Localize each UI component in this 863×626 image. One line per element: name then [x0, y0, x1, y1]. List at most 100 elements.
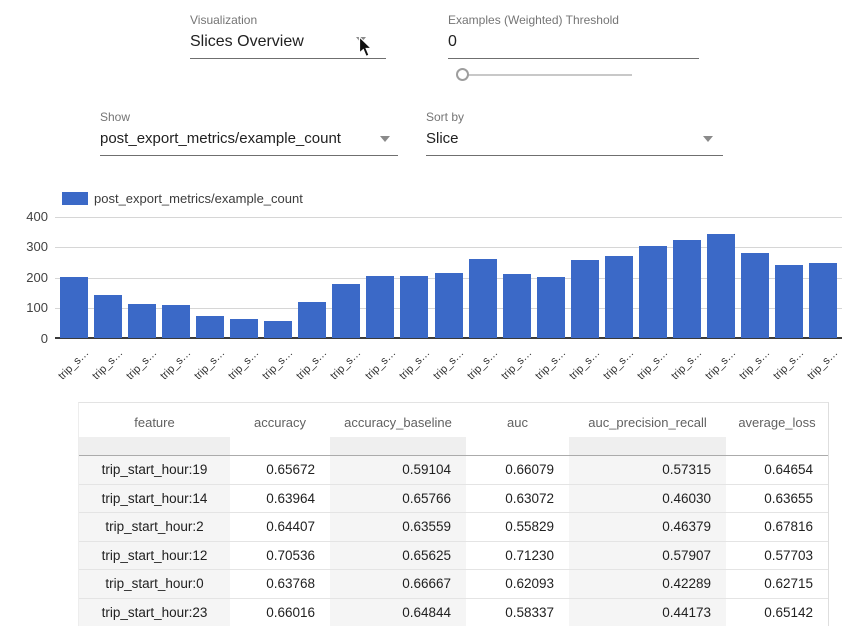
bar-slice-16[interactable]: [605, 256, 633, 339]
table-row: trip_start_hour:00.637680.666670.620930.…: [79, 570, 828, 599]
bar-slice-1[interactable]: [94, 295, 122, 338]
x-axis-tick-label: trip_s…: [56, 347, 91, 382]
y-axis-tick-label: 100: [14, 300, 48, 315]
bar-slice-9[interactable]: [366, 276, 394, 338]
x-axis-tick-label: trip_s…: [158, 347, 193, 382]
metric-cell: 0.58337: [466, 599, 569, 626]
feature-cell: trip_start_hour:12: [79, 542, 230, 570]
bar-slice-21[interactable]: [775, 265, 803, 339]
metric-cell: 0.44173: [569, 599, 726, 626]
x-axis-tick-label: trip_s…: [771, 347, 806, 382]
bar-slice-5[interactable]: [230, 319, 258, 338]
x-axis-tick-label: trip_s…: [329, 347, 364, 382]
x-axis-tick-label: trip_s…: [431, 347, 466, 382]
x-axis-tick-label: trip_s…: [397, 347, 432, 382]
x-axis-tick-label: trip_s…: [805, 347, 840, 382]
bar-slice-6[interactable]: [264, 321, 292, 338]
column-header-feature[interactable]: feature: [79, 403, 230, 437]
bar-slice-19[interactable]: [707, 234, 735, 339]
threshold-field: Examples (Weighted) Threshold 0: [448, 13, 699, 59]
table-row: trip_start_hour:190.656720.591040.660790…: [79, 456, 828, 485]
bar-slice-3[interactable]: [162, 305, 190, 338]
x-axis-tick-label: trip_s…: [260, 347, 295, 382]
metric-cell: 0.62715: [726, 570, 828, 598]
metric-cell: 0.57703: [726, 542, 828, 570]
bar-slice-7[interactable]: [298, 302, 326, 338]
show-label: Show: [100, 110, 398, 124]
bar-slice-12[interactable]: [469, 259, 497, 339]
bar-slice-18[interactable]: [673, 240, 701, 338]
y-axis-tick-label: 400: [14, 209, 48, 224]
chevron-down-icon[interactable]: [380, 136, 390, 142]
filter-cell: [569, 437, 726, 455]
metric-cell: 0.46379: [569, 513, 726, 541]
column-header-accuracy[interactable]: accuracy: [230, 403, 330, 437]
bar-slice-13[interactable]: [503, 274, 531, 338]
y-axis-tick-label: 300: [14, 239, 48, 254]
y-axis-tick-label: 0: [14, 331, 48, 346]
metrics-table: featureaccuracyaccuracy_baselineaucauc_p…: [78, 402, 829, 626]
sort-by-dropdown[interactable]: Sort by Slice: [426, 110, 723, 156]
visualization-label: Visualization: [190, 13, 386, 27]
bar-slice-15[interactable]: [571, 260, 599, 338]
column-header-average_loss[interactable]: average_loss: [726, 403, 828, 437]
legend-label: post_export_metrics/example_count: [94, 191, 303, 206]
bar-slice-14[interactable]: [537, 277, 565, 338]
visualization-dropdown[interactable]: Visualization Slices Overview: [190, 13, 386, 59]
show-metric-dropdown[interactable]: Show post_export_metrics/example_count: [100, 110, 398, 156]
column-header-auc_precision_recall[interactable]: auc_precision_recall: [569, 403, 726, 437]
metric-cell: 0.67816: [726, 513, 828, 541]
threshold-input[interactable]: 0: [448, 32, 699, 59]
table-filter-row: [79, 437, 828, 456]
bar-slice-2[interactable]: [128, 304, 156, 338]
metric-cell: 0.65672: [230, 456, 330, 484]
metric-cell: 0.55829: [466, 513, 569, 541]
chevron-down-icon[interactable]: [703, 136, 713, 142]
bar-slice-4[interactable]: [196, 316, 224, 338]
y-axis-tick-label: 200: [14, 270, 48, 285]
bar-slice-11[interactable]: [435, 273, 463, 339]
x-axis-tick-label: trip_s…: [567, 347, 602, 382]
metric-cell: 0.57907: [569, 542, 726, 570]
x-axis-tick-label: trip_s…: [124, 347, 159, 382]
x-axis-tick-label: trip_s…: [90, 347, 125, 382]
x-axis-tick-label: trip_s…: [192, 347, 227, 382]
bar-slice-20[interactable]: [741, 253, 769, 339]
x-axis-tick-label: trip_s…: [737, 347, 772, 382]
x-axis-tick-label: trip_s…: [295, 347, 330, 382]
table-row: trip_start_hour:20.644070.635590.558290.…: [79, 513, 828, 542]
legend-swatch: [62, 192, 88, 205]
threshold-slider-track[interactable]: [461, 74, 632, 76]
x-axis-tick-label: trip_s…: [363, 347, 398, 382]
feature-cell: trip_start_hour:19: [79, 456, 230, 484]
metric-cell: 0.42289: [569, 570, 726, 598]
x-axis-tick-label: trip_s…: [465, 347, 500, 382]
table-row: trip_start_hour:120.705360.656250.712300…: [79, 542, 828, 571]
column-header-accuracy_baseline[interactable]: accuracy_baseline: [330, 403, 466, 437]
bar-slice-22[interactable]: [809, 263, 837, 338]
show-value: post_export_metrics/example_count: [100, 129, 398, 156]
gridline: [55, 217, 842, 218]
threshold-slider-handle[interactable]: [456, 68, 469, 81]
filter-cell: [79, 437, 230, 455]
feature-cell: trip_start_hour:0: [79, 570, 230, 598]
sort-by-label: Sort by: [426, 110, 723, 124]
metric-cell: 0.65142: [726, 599, 828, 626]
filter-cell: [466, 437, 569, 455]
metric-cell: 0.59104: [330, 456, 466, 484]
x-axis-tick-label: trip_s…: [533, 347, 568, 382]
metric-cell: 0.63768: [230, 570, 330, 598]
metric-cell: 0.66016: [230, 599, 330, 626]
bar-slice-10[interactable]: [400, 276, 428, 339]
metric-cell: 0.64407: [230, 513, 330, 541]
mouse-cursor: [358, 36, 373, 58]
feature-cell: trip_start_hour:2: [79, 513, 230, 541]
table-row: trip_start_hour:140.639640.657660.630720…: [79, 485, 828, 514]
metric-cell: 0.66667: [330, 570, 466, 598]
x-axis-tick-label: trip_s…: [703, 347, 738, 382]
metric-cell: 0.62093: [466, 570, 569, 598]
bar-slice-0[interactable]: [60, 277, 88, 339]
bar-slice-17[interactable]: [639, 246, 667, 339]
column-header-auc[interactable]: auc: [466, 403, 569, 437]
bar-slice-8[interactable]: [332, 284, 360, 338]
